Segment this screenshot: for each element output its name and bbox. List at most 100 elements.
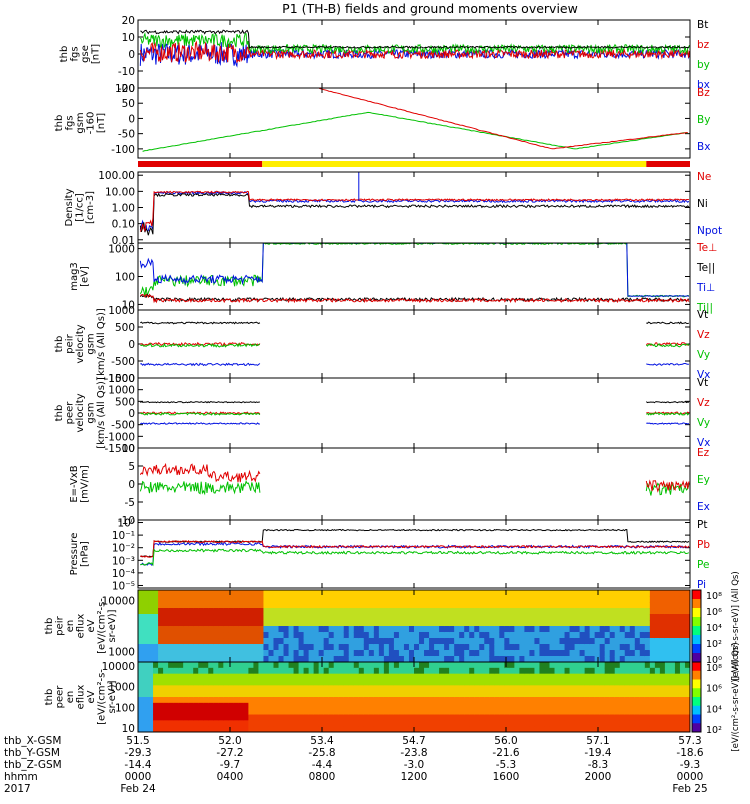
y-tick-label: -5 (125, 497, 135, 509)
spectrogram-cell (474, 608, 480, 615)
spectrogram-cell (388, 632, 395, 639)
spectrogram-cell (564, 667, 571, 675)
spectrogram-cell (343, 685, 350, 692)
spectrogram-cell (494, 626, 500, 633)
spectrogram-cell (624, 679, 631, 686)
y-tick-label: 1000 (108, 647, 135, 659)
spectrogram-cell (679, 708, 686, 716)
spectrogram-cell (143, 720, 149, 727)
spectrogram-cell (158, 697, 164, 704)
spectrogram-cell (414, 720, 420, 727)
y-tick-label: 1500 (108, 373, 135, 385)
spectrogram-cell (674, 667, 681, 675)
spectrogram-cell (253, 632, 260, 639)
spectrogram-cell (459, 638, 465, 645)
spectrogram-cell (378, 608, 385, 615)
spectrogram-cell (153, 691, 159, 698)
colorbar-cell (692, 640, 701, 643)
spectrogram-cell (208, 702, 214, 710)
spectrogram-cell (624, 620, 631, 627)
spectrogram-cell (654, 702, 661, 710)
spectrogram-cell (328, 644, 335, 651)
spectrogram-cell (163, 602, 169, 609)
spectrogram-cell (393, 673, 400, 681)
spectrogram-cell (313, 608, 320, 615)
spectrogram-cell (414, 667, 420, 675)
spectrogram-cell (288, 714, 295, 721)
spectrogram-cell (659, 608, 666, 615)
spectrogram-cell (288, 650, 295, 657)
spectrogram-cell (574, 650, 581, 657)
spectrogram-cell (178, 614, 184, 621)
spectrogram-cell (368, 685, 375, 692)
spectrogram-cell (243, 596, 249, 603)
spectrogram-cell (479, 638, 485, 645)
spectrogram-cell (574, 708, 581, 716)
colorbar-cell (692, 683, 701, 686)
spectrogram-cell (303, 650, 310, 657)
spectrogram-cell (629, 708, 636, 716)
spectrogram-cell (288, 626, 295, 633)
spectrogram-cell (173, 650, 179, 657)
spectrogram-cell (358, 702, 365, 710)
spectrogram-cell (564, 596, 571, 603)
spectrogram-cell (419, 656, 425, 662)
footer-value: Feb 24 (120, 783, 156, 795)
spectrogram-cell (634, 650, 641, 657)
y-axis-label: eV (86, 619, 97, 632)
spectrogram-cell (248, 638, 255, 645)
legend-vz: Vz (697, 329, 710, 341)
spectrogram-cell (408, 596, 415, 603)
spectrogram-cell (188, 632, 194, 639)
spectrogram-cell (474, 596, 480, 603)
spectrogram-cell (579, 590, 586, 597)
spectrogram-cell (398, 608, 405, 615)
spectrogram-cell (213, 726, 219, 732)
footer-value: 54.7 (402, 735, 425, 747)
spectrogram-cell (268, 679, 275, 686)
spectrogram-cell (554, 714, 561, 721)
spectrogram-cell (363, 679, 370, 686)
spectrogram-cell (559, 650, 566, 657)
spectrogram-cell (258, 620, 265, 627)
spectrogram-cell (208, 644, 214, 651)
spectrogram-cell (233, 590, 239, 597)
spectrogram-cell (649, 673, 656, 681)
spectrogram-cell (198, 602, 204, 609)
spectrogram-cell (388, 638, 395, 645)
spectrogram-cell (283, 614, 290, 621)
spectrogram-cell (624, 644, 631, 651)
spectrogram-cell (569, 720, 576, 727)
spectrogram-cell (479, 720, 485, 727)
footer-value: -29.3 (124, 747, 151, 759)
spectrogram-cell (614, 708, 621, 716)
spectrogram-cell (178, 702, 184, 710)
spectrogram-cell (569, 596, 576, 603)
spectrogram-cell (579, 708, 586, 716)
spectrogram-cell (684, 726, 690, 732)
spectrogram-cell (589, 656, 596, 662)
y-tick-label: 1000 (108, 682, 135, 694)
spectrogram-cell (604, 726, 611, 732)
spectrogram-cell (499, 726, 505, 732)
spectrogram-cell (504, 679, 510, 686)
spectrogram-cell (163, 614, 169, 621)
spectrogram-cell (213, 590, 219, 597)
spectrogram-cell (534, 596, 541, 603)
spectrogram-cell (238, 708, 244, 716)
spectrogram-cell (368, 632, 375, 639)
y-axis-label: en (65, 620, 76, 633)
spectrogram-cell (368, 608, 375, 615)
spectrogram-cell (644, 596, 651, 603)
spectrogram-cell (178, 673, 184, 681)
spectrogram-cell (393, 614, 400, 621)
spectrogram-cell (333, 590, 340, 597)
spectrogram-cell (373, 714, 380, 721)
spectrogram-cell (594, 685, 601, 692)
spectrogram-cell (163, 685, 169, 692)
spectrogram-cell (464, 685, 470, 692)
spectrogram-cell (459, 662, 465, 669)
spectrogram-cell (664, 726, 671, 732)
spectrogram-cell (584, 596, 591, 603)
